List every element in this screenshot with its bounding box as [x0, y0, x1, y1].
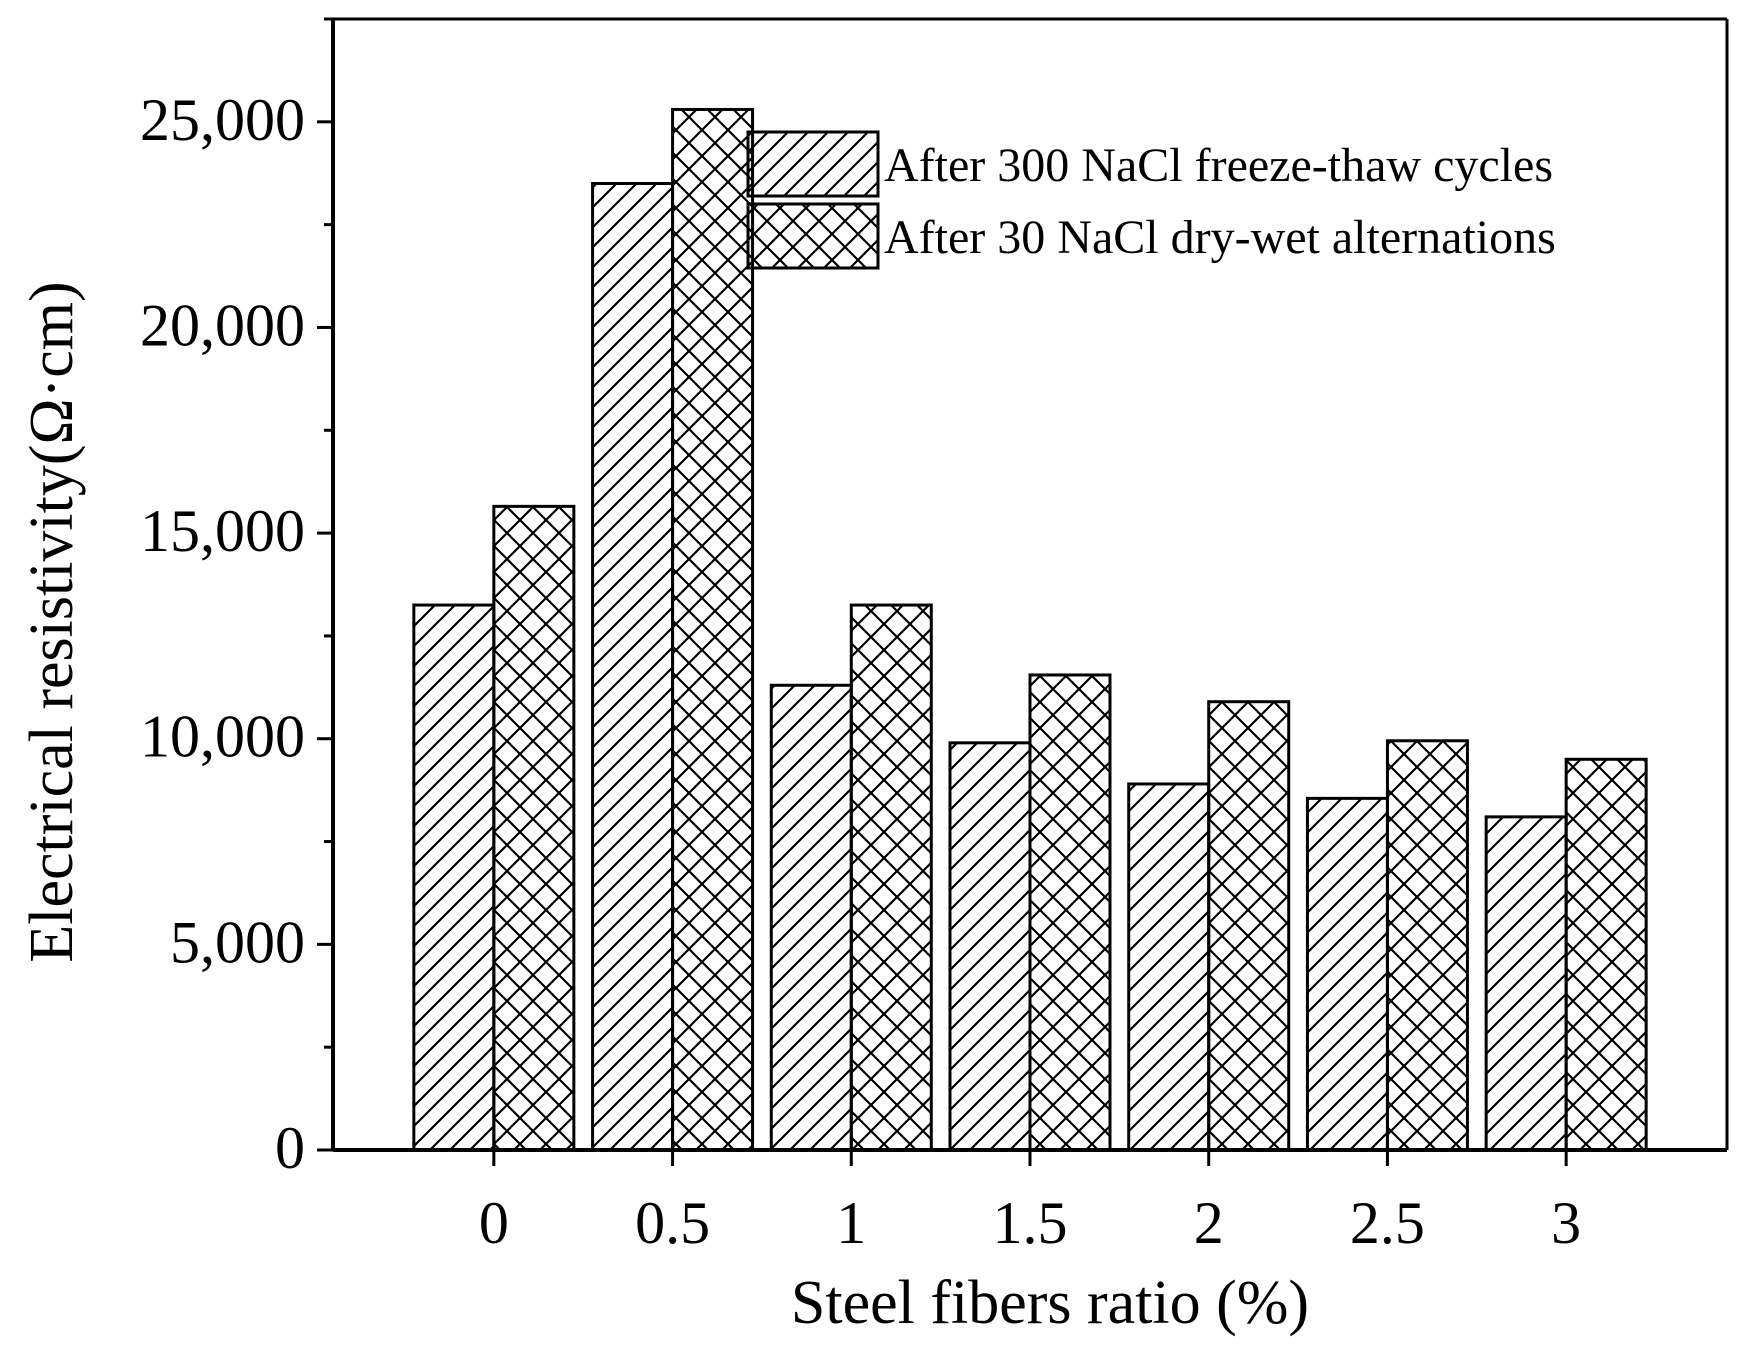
- bar-series-1-cat-0: [412, 603, 496, 1152]
- x-tick-label: 1.5: [993, 1190, 1068, 1256]
- x-tick-label: 2.5: [1350, 1190, 1425, 1256]
- bar-series-2-cat-2: [849, 603, 933, 1152]
- x-tick-label: 2: [1194, 1190, 1224, 1256]
- bar-series-2-cat-0: [492, 504, 576, 1152]
- bar-series-1-cat-1: [591, 182, 675, 1152]
- x-tick-label: 0.5: [635, 1190, 710, 1256]
- bar-series-1-cat-5: [1305, 796, 1389, 1152]
- bar-series-2-cat-3: [1028, 673, 1112, 1152]
- y-tick-label: 15,000: [140, 498, 305, 564]
- bar-series-1-cat-4: [1127, 782, 1211, 1152]
- y-axis-title: Electrical resistivity(Ω·cm): [18, 281, 86, 962]
- legend-label-2: After 30 NaCl dry-wet alternations: [884, 211, 1556, 264]
- y-tick-label: 25,000: [140, 87, 305, 153]
- bar-series-2-cat-5: [1385, 739, 1469, 1152]
- legend-swatch-2: [746, 202, 880, 270]
- y-tick-label: 20,000: [140, 292, 305, 358]
- y-tick-label: 10,000: [140, 704, 305, 770]
- bar-series-1-cat-3: [948, 741, 1032, 1152]
- bar-series-2-cat-6: [1564, 757, 1648, 1152]
- legend-swatch-1: [746, 130, 880, 198]
- y-tick-label: 5,000: [170, 909, 305, 975]
- bar-series-1-cat-6: [1484, 815, 1568, 1152]
- legend-label-1: After 300 NaCl freeze-thaw cycles: [884, 139, 1553, 192]
- bar-series-1-cat-2: [769, 683, 853, 1152]
- bar-series-2-cat-4: [1207, 700, 1291, 1152]
- y-tick-label: 0: [275, 1115, 305, 1181]
- x-tick-label: 1: [836, 1190, 866, 1256]
- x-tick-label: 3: [1551, 1190, 1581, 1256]
- x-tick-label: 0: [479, 1190, 509, 1256]
- x-axis-title: Steel fibers ratio (%): [791, 1269, 1309, 1337]
- bar-series-2-cat-1: [671, 107, 755, 1152]
